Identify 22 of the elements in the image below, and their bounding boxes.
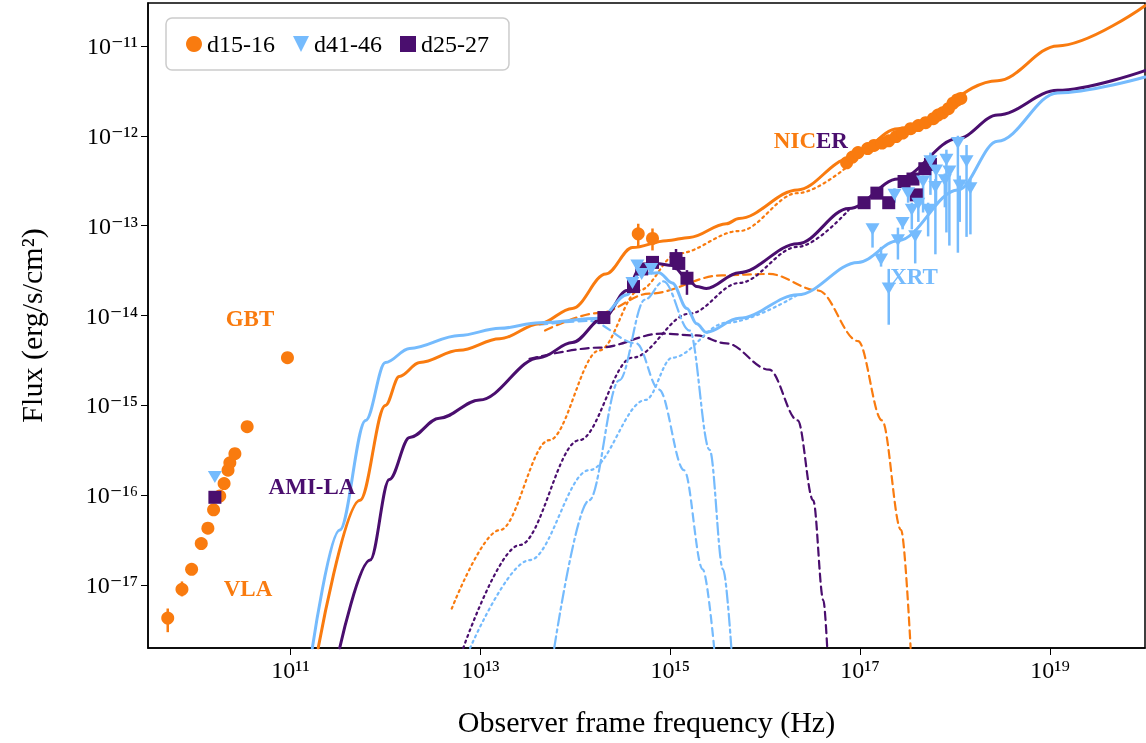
y-tick-label: 10⁻¹³ (86, 212, 138, 239)
annotation: VLA (223, 575, 273, 601)
legend-label: d25-27 (420, 31, 489, 57)
x-tick-label: 10¹⁹ (1030, 657, 1070, 683)
x-tick-label: 10¹¹ (271, 657, 310, 683)
legend-label: d15-16 (207, 31, 275, 57)
y-tick-label: 10⁻¹² (86, 122, 138, 149)
y-tick-label: 10⁻¹¹ (86, 32, 138, 59)
y-axis-title: Flux (erg/s/cm²) (14, 228, 49, 423)
x-tick-label: 10¹⁷ (840, 657, 880, 683)
y-tick-label: 10⁻¹⁴ (85, 302, 138, 329)
x-tick-label: 10¹⁵ (650, 657, 691, 683)
legend-label: d41-46 (313, 31, 382, 57)
y-tick-label: 10⁻¹⁶ (85, 482, 138, 509)
y-tick-label: 10⁻¹⁵ (85, 392, 138, 419)
y-tick-label: 10⁻¹⁷ (85, 572, 138, 599)
x-axis-title: Observer frame frequency (Hz) (457, 704, 836, 739)
annotation: XRT (890, 263, 938, 289)
annotation: GBT (225, 305, 275, 331)
annotation: ER (816, 127, 849, 153)
x-tick-label: 10¹³ (461, 657, 500, 683)
annotation: NIC (773, 127, 816, 153)
